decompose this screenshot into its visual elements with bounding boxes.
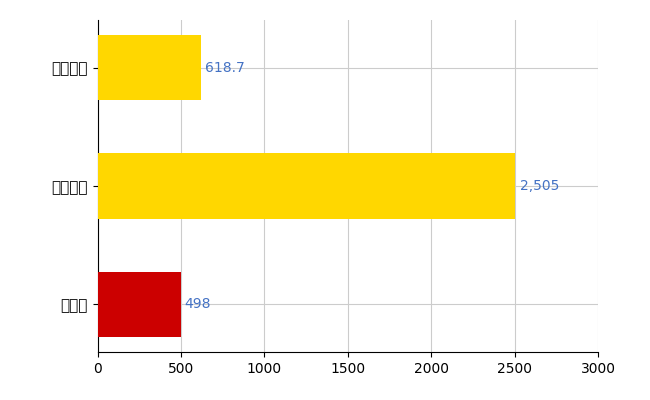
Text: 618.7: 618.7: [205, 61, 244, 75]
Text: 2,505: 2,505: [519, 179, 559, 193]
Bar: [98, 154, 515, 218]
Bar: [98, 35, 201, 100]
Text: 498: 498: [185, 297, 211, 311]
Bar: [98, 272, 181, 337]
